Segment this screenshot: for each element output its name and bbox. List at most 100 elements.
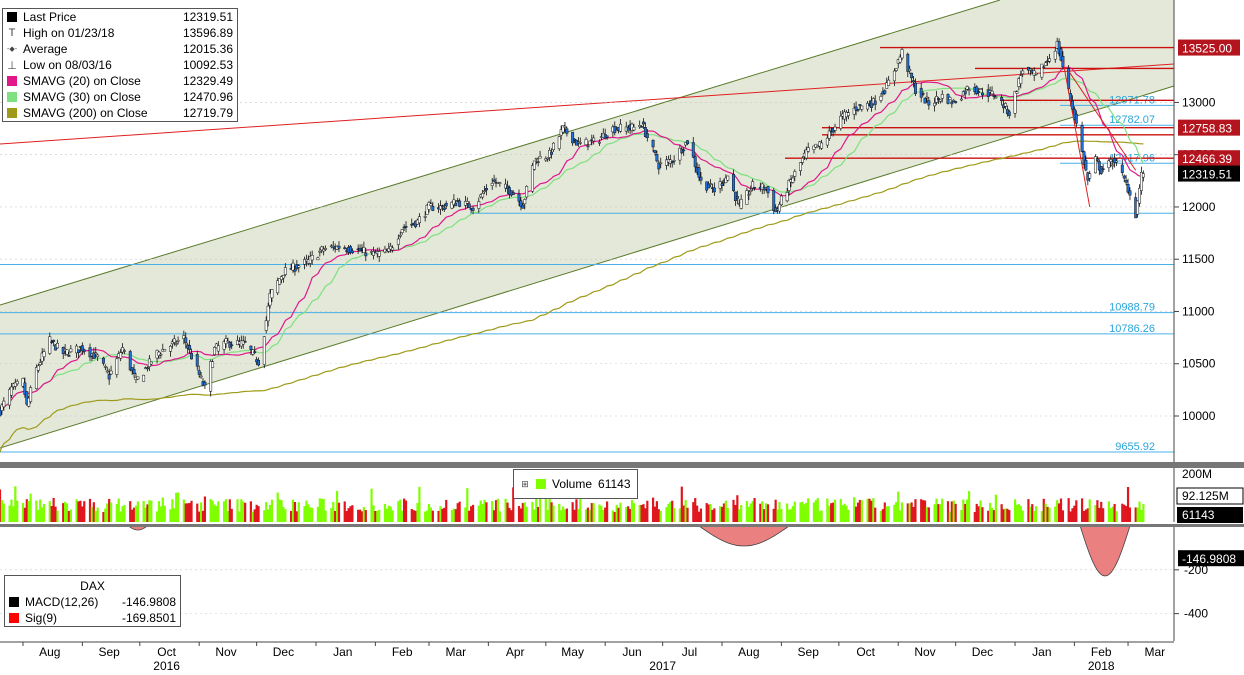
volume-bar — [722, 503, 726, 522]
candle-body — [563, 125, 567, 128]
volume-bar — [613, 511, 616, 522]
volume-bar — [1115, 511, 1118, 522]
candle-body — [38, 362, 42, 365]
candle-body — [109, 370, 113, 375]
candle-body — [525, 186, 529, 198]
candle-body — [387, 248, 391, 252]
candle-body — [372, 251, 375, 256]
price-flag — [1178, 165, 1240, 182]
volume-bar — [1019, 505, 1022, 522]
volume-bar — [927, 507, 930, 522]
volume-bar — [826, 498, 829, 522]
volume-bar — [602, 509, 605, 522]
expand-icon[interactable]: ⊞ — [521, 478, 529, 489]
volume-bar — [874, 507, 877, 522]
candle-body — [454, 202, 458, 207]
candle-body — [1074, 113, 1078, 124]
candle-body — [452, 199, 456, 205]
candle-body — [211, 361, 215, 368]
channel-upper-line — [0, 0, 1001, 306]
macd-area — [697, 525, 791, 547]
macd-flag-label: -146.9808 — [1182, 552, 1236, 566]
volume-bar — [190, 500, 193, 522]
candle-body — [506, 185, 509, 189]
volume-bar — [265, 502, 268, 522]
candle-body — [557, 136, 561, 149]
volume-axis-label: 61143 — [1182, 508, 1215, 522]
volume-bar — [745, 501, 749, 522]
legend-row: SMAVG (30) on Close 12470.96 — [3, 89, 237, 105]
candle-body — [994, 96, 998, 99]
volume-bar — [177, 492, 180, 522]
candle-body — [760, 183, 764, 190]
volume-bar — [627, 506, 630, 522]
volume-bar — [793, 501, 796, 522]
month-label: Feb — [1091, 645, 1112, 659]
candle-body — [720, 183, 724, 186]
series-swatch — [9, 597, 19, 607]
volume-bar — [761, 501, 764, 522]
volume-bar — [54, 506, 57, 522]
volume-bar — [117, 498, 120, 522]
volume-bar — [671, 500, 674, 522]
candle-body — [1004, 103, 1007, 107]
volume-bar — [734, 504, 737, 522]
volume-bar — [119, 511, 122, 522]
volume-bar — [665, 507, 668, 522]
candle-body — [1028, 68, 1032, 71]
volume-bar — [389, 506, 392, 522]
macd-legend-label: MACD(12,26) — [25, 595, 99, 609]
candle-body — [283, 267, 287, 275]
volume-bar — [973, 511, 976, 522]
volume-bar — [611, 510, 614, 522]
volume-bar — [638, 504, 641, 522]
candle-body — [517, 193, 521, 202]
series-swatch — [7, 92, 17, 102]
candle-body — [417, 216, 421, 224]
candle-body — [910, 72, 914, 79]
macd-tick-label: -400 — [1184, 607, 1208, 621]
volume-bar — [975, 503, 978, 522]
candle-body — [52, 339, 56, 342]
high-marker-icon: T — [8, 27, 16, 39]
candle-body — [1101, 168, 1105, 170]
volume-bar — [573, 509, 576, 522]
volume-bar — [129, 501, 132, 522]
volume-bar — [615, 504, 618, 522]
candle-body — [511, 192, 515, 196]
candle-body — [665, 159, 668, 166]
volume-bar — [163, 505, 166, 522]
volume-bar — [123, 504, 126, 522]
volume-bar — [839, 498, 842, 522]
macd-legend: DAX MACD(12,26) -146.9808 Sig(9) -169.8501 — [4, 575, 181, 627]
volume-bar — [316, 506, 320, 522]
candle-body — [103, 366, 107, 368]
legend-row: ⊥ Low on 08/03/16 10092.53 — [3, 57, 237, 73]
candle-body — [80, 345, 84, 352]
volume-bar — [41, 507, 44, 522]
candle-body — [410, 223, 414, 226]
candle-body — [318, 250, 322, 253]
volume-bar — [470, 506, 473, 522]
volume-bar — [349, 506, 352, 522]
candle-body — [163, 349, 167, 352]
volume-bar — [362, 507, 365, 522]
candle-body — [1015, 91, 1019, 94]
volume-bar — [659, 510, 662, 522]
volume-bar — [565, 508, 568, 522]
legend-value: 12470.96 — [182, 90, 233, 104]
volume-bar — [705, 503, 708, 522]
level-label: 9655.92 — [1115, 441, 1155, 453]
candle-body — [914, 82, 917, 94]
candle-body — [806, 147, 810, 152]
candle-body — [812, 145, 816, 150]
series-swatch — [7, 12, 17, 22]
legend-label: Last Price — [23, 10, 77, 24]
volume-bar — [571, 502, 574, 522]
candle-body — [707, 183, 711, 189]
volume-bar — [900, 502, 904, 522]
volume-bar — [657, 509, 660, 522]
volume-bar — [697, 511, 701, 522]
candle-body — [793, 171, 797, 177]
volume-bar — [778, 502, 781, 522]
